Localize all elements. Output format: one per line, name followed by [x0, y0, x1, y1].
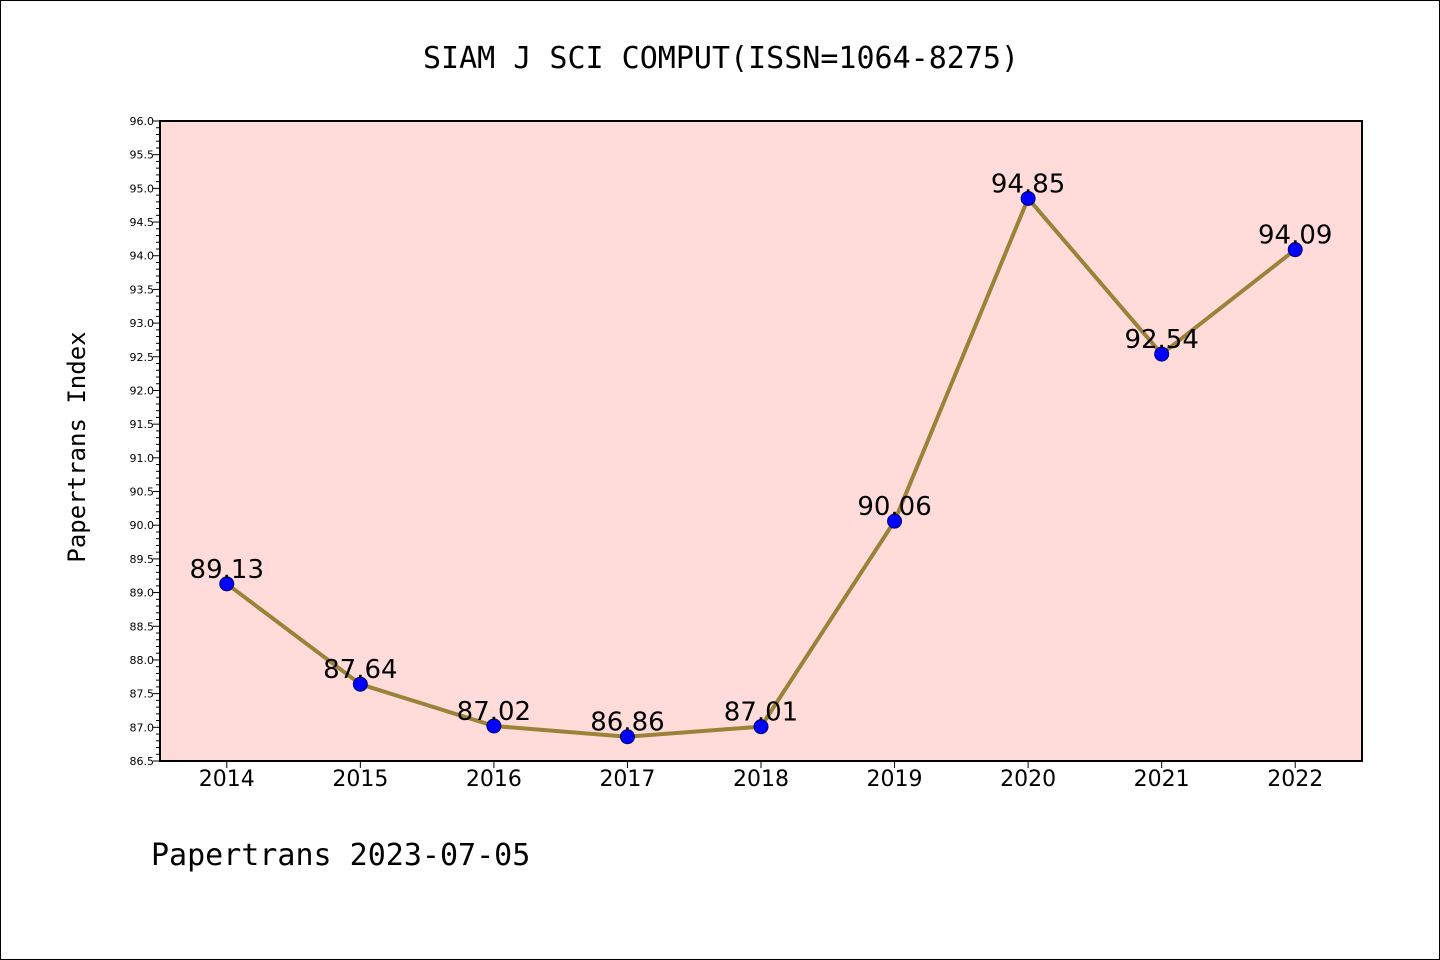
data-point: [753, 719, 769, 735]
data-label: 90.06: [857, 492, 931, 522]
y-tick-label: 91.5: [130, 418, 155, 431]
y-tick-label: 95.0: [130, 182, 155, 195]
data-point: [352, 676, 368, 692]
data-label: 87.64: [323, 655, 397, 685]
chart-title: SIAM J SCI COMPUT(ISSN=1064-8275): [423, 41, 1019, 76]
data-point: [1154, 346, 1170, 362]
y-tick-label: 93.5: [130, 283, 155, 296]
x-tick-label: 2021: [1134, 767, 1190, 792]
y-tick-label: 87.0: [130, 721, 155, 734]
y-tick-label: 87.5: [130, 688, 155, 701]
data-point: [887, 513, 903, 529]
data-label: 87.02: [457, 697, 531, 727]
y-tick-label: 89.5: [130, 553, 155, 566]
data-point: [619, 729, 635, 745]
x-tick-label: 2019: [867, 767, 923, 792]
y-axis-label: Papertrans Index: [63, 331, 91, 562]
x-tick-label: 2016: [466, 767, 522, 792]
y-tick-label: 90.5: [130, 486, 155, 499]
y-tick-label: 88.0: [130, 654, 155, 667]
y-tick-label: 86.5: [130, 755, 155, 768]
y-tick-label: 91.0: [130, 452, 155, 465]
x-tick-label: 2014: [199, 767, 255, 792]
x-tick-label: 2015: [332, 767, 388, 792]
data-label: 89.13: [190, 555, 264, 585]
data-label: 94.85: [991, 169, 1065, 199]
y-tick-label: 92.5: [130, 351, 155, 364]
plot-background: [160, 121, 1362, 761]
x-tick-label: 2022: [1267, 767, 1323, 792]
data-point: [486, 718, 502, 734]
x-tick-label: 2017: [599, 767, 655, 792]
plot-area: 86.5 87.0 87.5 88.0 88.5 89.0 89.5 90.0 90.5 91.0…: [130, 115, 1363, 792]
data-point: [219, 576, 235, 592]
y-tick-label: 94.0: [130, 250, 155, 263]
y-tick-label: 89.0: [130, 587, 155, 600]
y-tick-label: 88.5: [130, 620, 155, 633]
y-tick-label: 90.0: [130, 519, 155, 532]
data-label: 87.01: [724, 698, 798, 728]
x-tick-label: 2020: [1000, 767, 1056, 792]
y-tick-label: 95.5: [130, 149, 155, 162]
data-label: 92.54: [1124, 325, 1198, 355]
chart-footer: Papertrans 2023-07-05: [151, 838, 530, 873]
x-tick-label: 2018: [733, 767, 789, 792]
data-label: 94.09: [1258, 221, 1332, 251]
y-tick-label: 92.0: [130, 384, 155, 397]
data-point: [1020, 190, 1036, 206]
data-label: 86.86: [590, 708, 664, 738]
axes-frame: [159, 120, 1363, 762]
data-point: [1287, 242, 1303, 258]
y-tick-label: 93.0: [130, 317, 155, 330]
y-tick-label: 96.0: [130, 115, 155, 128]
y-tick-label: 94.5: [130, 216, 155, 229]
